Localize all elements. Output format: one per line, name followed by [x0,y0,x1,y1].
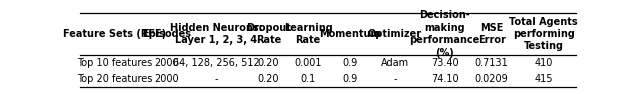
Text: 2000: 2000 [154,74,179,84]
Text: Momentum: Momentum [319,29,381,39]
Text: 0.7131: 0.7131 [475,58,509,68]
Text: 74.10: 74.10 [431,74,458,84]
Text: 0.1: 0.1 [301,74,316,84]
Text: Episodes: Episodes [142,29,191,39]
Text: -: - [393,74,397,84]
Text: 410: 410 [534,58,553,68]
Text: 0.20: 0.20 [258,58,279,68]
Text: 64, 128, 256, 512: 64, 128, 256, 512 [173,58,260,68]
Text: -: - [214,74,218,84]
Text: Learning
Rate: Learning Rate [284,23,333,45]
Text: MSE
Error: MSE Error [477,23,506,45]
Text: Optimizer: Optimizer [368,29,422,39]
Text: 0.9: 0.9 [342,58,358,68]
Text: Top 10 features: Top 10 features [77,58,152,68]
Text: 0.9: 0.9 [342,74,358,84]
Text: 0.001: 0.001 [294,58,322,68]
Text: 2000: 2000 [154,58,179,68]
Text: Decision-
making
performance
(%): Decision- making performance (%) [410,10,480,58]
Text: 73.40: 73.40 [431,58,458,68]
Text: Top 20 features: Top 20 features [77,74,152,84]
Text: 0.20: 0.20 [258,74,279,84]
Text: Adam: Adam [381,58,409,68]
Text: 415: 415 [534,74,553,84]
Text: Feature Sets (RFE): Feature Sets (RFE) [63,29,166,39]
Text: 0.0209: 0.0209 [475,74,509,84]
Text: Dropout
Rate: Dropout Rate [246,23,291,45]
Text: Total Agents
performing
Testing: Total Agents performing Testing [509,17,578,52]
Text: Hidden Neurons:
Layer 1, 2, 3, 4: Hidden Neurons: Layer 1, 2, 3, 4 [170,23,262,45]
